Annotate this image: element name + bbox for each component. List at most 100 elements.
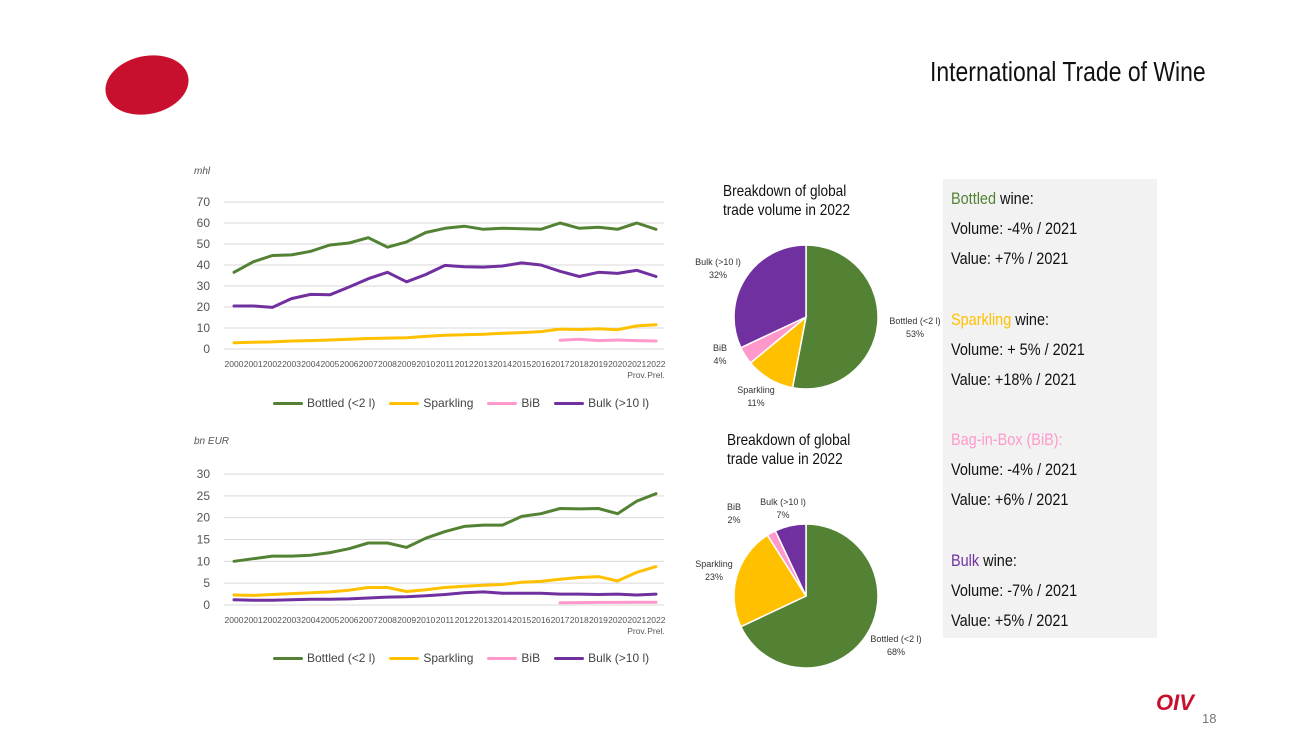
sparkling-heading: Sparkling wine: xyxy=(951,310,1049,330)
legend-swatch-bib xyxy=(487,656,518,660)
x-tick-label: 2012 xyxy=(455,359,474,369)
x-tick-label: 2018 xyxy=(570,615,589,625)
x-tick-label: 2005 xyxy=(320,615,339,625)
legend-swatch-bib xyxy=(487,401,518,405)
pie-slice-bottled xyxy=(739,523,879,669)
legend-item-bottled: Bottled (<2 l) xyxy=(273,396,375,410)
y-tick-label: 0 xyxy=(203,342,210,356)
series-line-bulk xyxy=(232,261,658,309)
legend-swatch-sparkling xyxy=(389,656,420,660)
pie-label-pct-bulk: 7% xyxy=(776,510,789,520)
x-tick-label: 2005 xyxy=(320,359,339,369)
bib-volume: Volume: -4% / 2021 xyxy=(951,460,1078,479)
pie-label-name-bottled: Bottled (<2 l) xyxy=(889,316,940,326)
pie-label-name-sparkling: Sparkling xyxy=(695,559,733,569)
x-tick-sublabel: Prel. xyxy=(647,370,664,380)
legend-label-bottled: Bottled (<2 l) xyxy=(307,396,376,410)
series-line-bib xyxy=(558,600,658,605)
bottled-volume: Volume: -4% / 2021 xyxy=(951,219,1078,238)
oiv-logo-text: OIV xyxy=(1156,690,1194,715)
x-tick-label: 2002 xyxy=(263,359,282,369)
legend-label-bib: BiB xyxy=(521,396,541,410)
x-tick-label: 2015 xyxy=(512,615,531,625)
bottled-heading: Bottled wine: xyxy=(951,189,1034,209)
y-tick-label: 10 xyxy=(197,554,211,568)
legend-label-bib: BiB xyxy=(521,651,541,665)
x-tick-label: 2012 xyxy=(455,615,474,625)
x-tick-label: 2001 xyxy=(244,615,263,625)
x-tick-label: 2016 xyxy=(531,615,550,625)
legend-swatch-sparkling xyxy=(389,401,420,405)
red-logo-shape xyxy=(99,47,195,123)
x-tick-label: 2001 xyxy=(244,359,263,369)
pie-slice-bottled xyxy=(791,244,879,390)
series-line-bottled xyxy=(232,492,658,563)
pie-slice-sparkling xyxy=(733,534,808,628)
x-tick-label: 2018 xyxy=(570,359,589,369)
y-tick-label: 30 xyxy=(197,467,211,481)
x-tick-label: 2004 xyxy=(301,615,320,625)
bulk-heading-rest: wine: xyxy=(979,551,1017,570)
x-tick-label: 2007 xyxy=(359,359,378,369)
x-tick-label: 2006 xyxy=(340,615,359,625)
bib-heading-colored: Bag-in-Box (BiB): xyxy=(951,430,1063,449)
y-tick-label: 5 xyxy=(203,576,210,590)
pie-label-name-bottled: Bottled (<2 l) xyxy=(870,634,921,644)
legend-label-bulk: Bulk (>10 l) xyxy=(588,396,650,410)
pie-label-pct-bib: 2% xyxy=(727,515,740,525)
legend-swatch-bottled xyxy=(273,656,303,660)
x-tick-sublabel: Prov. xyxy=(627,626,646,636)
pie-slice-bulk xyxy=(774,523,807,597)
sparkling-value: Value: +18% / 2021 xyxy=(951,370,1077,389)
x-tick-label: 2022 xyxy=(647,615,666,625)
value-chart-legend: Bottled (<2 l) Sparkling BiB Bulk (>10 l) xyxy=(273,651,649,665)
x-tick-label: 2010 xyxy=(416,615,435,625)
x-tick-label: 2019 xyxy=(589,359,608,369)
value-line-chart: 0 5 10 15 20 25 30 2000 2001 2002 2003 2004 2005 2006… xyxy=(197,467,666,636)
x-tick-label: 2021 xyxy=(627,615,646,625)
x-tick-sublabel: Prov. xyxy=(627,370,646,380)
x-tick-label: 2000 xyxy=(225,615,244,625)
value-pie-title-line1: Breakdown of global xyxy=(727,432,851,449)
x-tick-label: 2015 xyxy=(512,359,531,369)
legend-label-sparkling: Sparkling xyxy=(423,651,474,665)
legend-item-sparkling: Sparkling xyxy=(389,396,473,410)
bib-heading: Bag-in-Box (BiB): xyxy=(951,430,1063,450)
pie-label-pct-bulk: 32% xyxy=(709,270,727,280)
pie-label-pct-sparkling: 11% xyxy=(747,398,764,408)
y-tick-label: 10 xyxy=(197,321,211,335)
legend-label-bottled: Bottled (<2 l) xyxy=(307,651,376,665)
x-tick-label: 2008 xyxy=(378,359,397,369)
x-tick-label: 2017 xyxy=(551,615,570,625)
x-tick-label: 2013 xyxy=(474,359,493,369)
bib-value: Value: +6% / 2021 xyxy=(951,490,1069,509)
pie-label-pct-bottled: 53% xyxy=(906,329,924,339)
x-tick-label: 2014 xyxy=(493,615,512,625)
volume-pie-chart: Bottled (<2 l) 53% Sparkling 11% BiB 4% Bulk (… xyxy=(695,244,941,408)
y-tick-label: 25 xyxy=(197,489,211,503)
x-tick-label: 2013 xyxy=(474,615,493,625)
pie-label-name-bib: BiB xyxy=(713,343,727,353)
pie-slice-bulk xyxy=(733,244,807,349)
series-line-sparkling xyxy=(232,565,658,597)
series-line-bulk xyxy=(232,590,658,602)
legend-item-sparkling: Sparkling xyxy=(389,651,473,665)
pie-label-name-bib: BiB xyxy=(727,502,741,512)
x-tick-label: 2003 xyxy=(282,359,301,369)
bottled-heading-rest: wine: xyxy=(995,189,1034,208)
sparkling-heading-colored: Sparkling xyxy=(951,310,1012,329)
x-tick-label: 2009 xyxy=(397,615,416,625)
page-number: 18 xyxy=(1202,711,1217,726)
bulk-volume: Volume: -7% / 2021 xyxy=(951,581,1078,600)
y-tick-label: 50 xyxy=(197,237,211,251)
x-tick-label: 2021 xyxy=(627,359,646,369)
bottled-heading-colored: Bottled xyxy=(951,189,996,208)
pie-label-name-bulk: Bulk (>10 l) xyxy=(695,257,741,267)
series-line-sparkling xyxy=(232,323,658,345)
y-tick-label: 70 xyxy=(197,195,211,209)
x-tick-label: 2011 xyxy=(436,359,455,369)
y-tick-label: 15 xyxy=(197,533,211,547)
x-tick-label: 2004 xyxy=(301,359,320,369)
volume-unit-label: mhl xyxy=(194,166,211,177)
legend-item-bulk: Bulk (>10 l) xyxy=(554,396,649,410)
